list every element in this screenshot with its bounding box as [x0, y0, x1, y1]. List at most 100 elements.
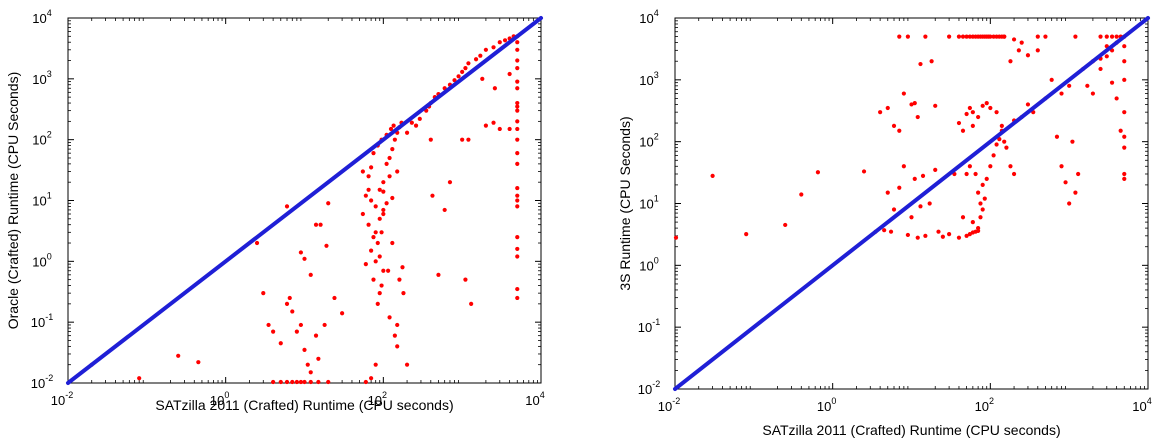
scatter-point	[436, 272, 441, 277]
scatter-point	[909, 102, 914, 107]
scatter-point	[1059, 91, 1064, 96]
scatter-point	[515, 198, 520, 203]
scatter-point	[371, 151, 376, 156]
y-tick-base: 10	[639, 11, 653, 26]
scatter-point	[799, 192, 804, 197]
y-tick-base: 10	[31, 315, 45, 330]
scatter-point	[1002, 34, 1007, 39]
scatter-point	[882, 228, 887, 233]
scatter-point	[994, 110, 999, 115]
diagonal-line	[66, 16, 543, 385]
scatter-point	[392, 333, 397, 338]
x-tick-label: 10-2	[658, 396, 680, 414]
scatter-point	[366, 174, 371, 179]
y-tick-base: 10	[638, 382, 652, 397]
scatter-point	[360, 211, 365, 217]
scatter-point	[369, 165, 374, 170]
scatter-point	[1067, 83, 1072, 88]
scatter-point	[497, 126, 502, 132]
scatter-point	[463, 277, 468, 282]
scatter-point	[991, 153, 996, 158]
scatter-point	[956, 235, 962, 240]
scatter-point	[417, 116, 422, 121]
x-tick-base: 10	[51, 393, 65, 408]
scatter-point	[377, 216, 382, 221]
scatter-point	[923, 34, 928, 39]
scatter-point	[918, 204, 923, 209]
scatter-point	[369, 198, 374, 203]
scatter-point	[387, 174, 392, 179]
y-tick-exp: 3	[47, 69, 52, 79]
scatter-point	[1016, 48, 1021, 53]
scatter-point	[964, 34, 969, 39]
scatter-point	[897, 34, 902, 39]
y-axis-label: 3S Runtime (CPU Seconds)	[617, 116, 633, 290]
y-tick-exp: 2	[47, 130, 52, 140]
scatter-point	[982, 196, 987, 201]
scatter-point	[980, 182, 985, 187]
scatter-point	[991, 34, 996, 39]
scatter-point	[1011, 37, 1017, 42]
y-tick-exp: 4	[654, 8, 659, 18]
scatter-point	[1076, 171, 1081, 177]
scatter-point	[897, 128, 902, 133]
scatter-point	[395, 322, 400, 328]
y-tick-base: 10	[639, 73, 653, 88]
scatter-point	[460, 69, 465, 75]
scatter-point	[284, 301, 290, 306]
scatter-point	[861, 169, 867, 174]
y-tick-base: 10	[32, 133, 46, 148]
scatter-point	[984, 176, 989, 181]
scatter-point	[515, 137, 520, 142]
scatter-point	[1063, 180, 1068, 185]
scatter-point	[783, 222, 788, 228]
scatter-point	[137, 376, 142, 381]
scatter-point	[964, 233, 969, 238]
y-tick-base: 10	[32, 254, 46, 269]
scatter-point	[970, 123, 975, 128]
scatter-point	[316, 356, 321, 361]
scatter-point	[976, 228, 981, 234]
scatter-point	[1054, 134, 1060, 139]
scatter-point	[373, 230, 378, 235]
scatter-point	[318, 222, 323, 227]
scatter-point	[1122, 77, 1127, 82]
scatter-point	[460, 137, 465, 142]
scatter-point	[390, 195, 395, 201]
scatter-point	[284, 379, 290, 385]
scatter-point	[901, 91, 906, 96]
scatter-point	[381, 268, 386, 273]
scatter-point	[469, 301, 474, 306]
x-tick-base: 10	[658, 399, 672, 414]
y-tick-label: 10-2	[31, 373, 53, 391]
scatter-point	[970, 110, 975, 115]
scatter-point	[409, 120, 414, 125]
y-tick-label: 103	[639, 70, 658, 88]
scatter-point	[1035, 48, 1040, 53]
scatter-point	[302, 256, 307, 261]
scatter-point	[967, 164, 972, 169]
scatter-point	[994, 142, 999, 147]
scatter-point	[271, 329, 276, 334]
scatter-point	[970, 230, 975, 235]
scatter-point	[507, 71, 512, 77]
scatter-point	[947, 231, 952, 237]
scatter-point	[452, 78, 457, 83]
y-tick-base: 10	[639, 135, 653, 150]
scatter-point	[515, 79, 520, 84]
scatter-point	[196, 360, 201, 365]
scatter-point	[373, 204, 378, 209]
scatter-point	[980, 207, 985, 212]
scatter-point	[897, 185, 902, 190]
x-tick-exp: 0	[831, 396, 836, 406]
scatter-point	[384, 161, 389, 166]
scatter-point	[377, 254, 382, 259]
scatter-point	[515, 86, 520, 91]
scatter-point	[1122, 59, 1127, 64]
x-axis-label: SATzilla 2011 (Crafted) Runtime (CPU sec…	[762, 422, 1060, 438]
scatter-point	[390, 146, 395, 152]
x-tick-exp: -2	[672, 396, 680, 406]
scatter-point	[466, 61, 471, 66]
scatter-point	[298, 322, 303, 328]
scatter-point	[483, 123, 488, 128]
